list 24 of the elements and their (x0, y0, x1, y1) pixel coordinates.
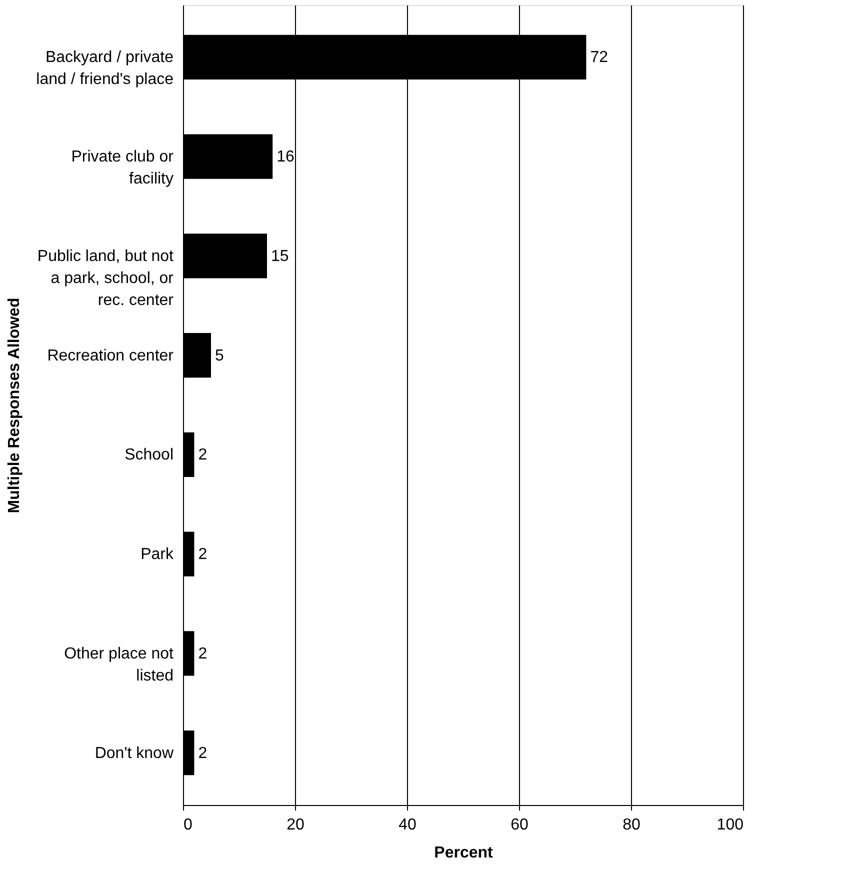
data-label: 72 (590, 49, 608, 66)
x-tick-label: 100 (716, 816, 744, 834)
x-tick-label: 20 (286, 816, 304, 834)
y-tick-label: Other place not listed (64, 645, 174, 684)
x-tick-label: 0 (184, 816, 192, 834)
data-label: 2 (198, 645, 208, 662)
y-tick-label: Backyard / private land / friend's place (36, 49, 174, 88)
data-label: 2 (198, 546, 208, 564)
x-tick-label: 60 (510, 816, 528, 834)
y-axis-title: Multiple Responses Allowed (6, 298, 24, 514)
y-tick-label: Private club or facility (71, 148, 174, 188)
data-label: 15 (271, 248, 289, 265)
x-tick-label: 80 (622, 816, 640, 834)
y-tick-label: School (124, 446, 174, 464)
y-tick-label: Don't know (94, 744, 174, 762)
data-label: 5 (215, 347, 224, 364)
data-label: 2 (198, 744, 208, 762)
y-tick-label: Public land, but not a park, school, or rec. center (37, 248, 174, 309)
data-label: 2 (198, 446, 208, 464)
y-tick-label: Recreation center (47, 347, 174, 364)
x-axis-title: Percent (434, 844, 494, 862)
data-label: 16 (276, 148, 294, 166)
x-tick-label: 40 (398, 816, 416, 834)
y-tick-label: Park (140, 546, 174, 564)
